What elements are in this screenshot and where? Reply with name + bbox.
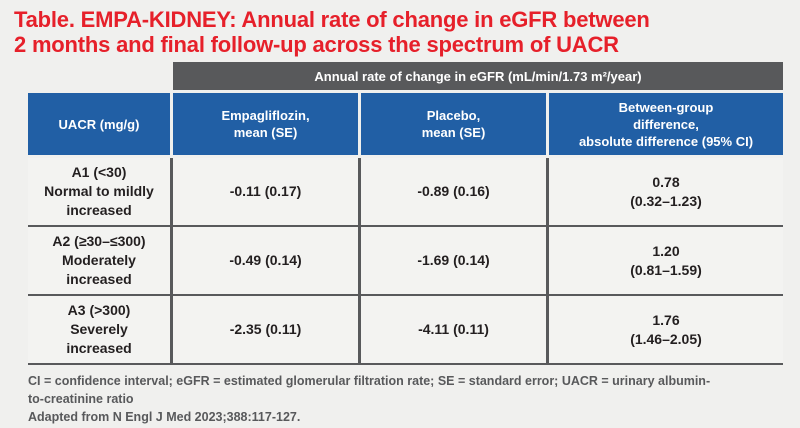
placebo-value-cell: -0.89 (0.16) xyxy=(361,158,546,225)
table-row-a1: A1 (<30) Normal to mildly increased -0.1… xyxy=(28,158,783,225)
empagliflozin-value-cell: -0.11 (0.17) xyxy=(173,158,358,225)
table-body: A1 (<30) Normal to mildly increased -0.1… xyxy=(28,158,783,365)
span-header-annual-rate: Annual rate of change in eGFR (mL/min/1.… xyxy=(173,62,783,90)
placebo-value-cell: -4.11 (0.11) xyxy=(361,296,546,363)
difference-value-cell: 0.78 (0.32–1.23) xyxy=(549,158,783,225)
column-header-difference: Between-group difference, absolute diffe… xyxy=(549,93,783,155)
span-header-row: Annual rate of change in eGFR (mL/min/1.… xyxy=(28,62,783,90)
page-title: Table. EMPA-KIDNEY: Annual rate of chang… xyxy=(14,7,650,57)
empagliflozin-value-cell: -2.35 (0.11) xyxy=(173,296,358,363)
table-row-a2: A2 (≥30–≤300) Moderately increased -0.49… xyxy=(28,227,783,294)
egfr-table: Annual rate of change in eGFR (mL/min/1.… xyxy=(28,62,783,365)
column-header-uacr: UACR (mg/g) xyxy=(28,93,170,155)
source-citation: Adapted from N Engl J Med 2023;388:117-1… xyxy=(28,410,301,424)
difference-value-cell: 1.20 (0.81–1.59) xyxy=(549,227,783,294)
abbreviations-note: CI = confidence interval; eGFR = estimat… xyxy=(28,374,711,406)
table-row-a3: A3 (>300) Severely increased -2.35 (0.11… xyxy=(28,296,783,363)
uacr-category-cell: A3 (>300) Severely increased xyxy=(28,296,170,363)
empagliflozin-value-cell: -0.49 (0.14) xyxy=(173,227,358,294)
uacr-category-cell: A1 (<30) Normal to mildly increased xyxy=(28,158,170,225)
column-header-placebo: Placebo, mean (SE) xyxy=(361,93,546,155)
column-header-empagliflozin: Empagliflozin, mean (SE) xyxy=(173,93,358,155)
footnotes: CI = confidence interval; eGFR = estimat… xyxy=(28,372,800,426)
column-header-row: UACR (mg/g) Empagliflozin, mean (SE) Pla… xyxy=(28,93,783,155)
uacr-category-cell: A2 (≥30–≤300) Moderately increased xyxy=(28,227,170,294)
placebo-value-cell: -1.69 (0.14) xyxy=(361,227,546,294)
difference-value-cell: 1.76 (1.46–2.05) xyxy=(549,296,783,363)
